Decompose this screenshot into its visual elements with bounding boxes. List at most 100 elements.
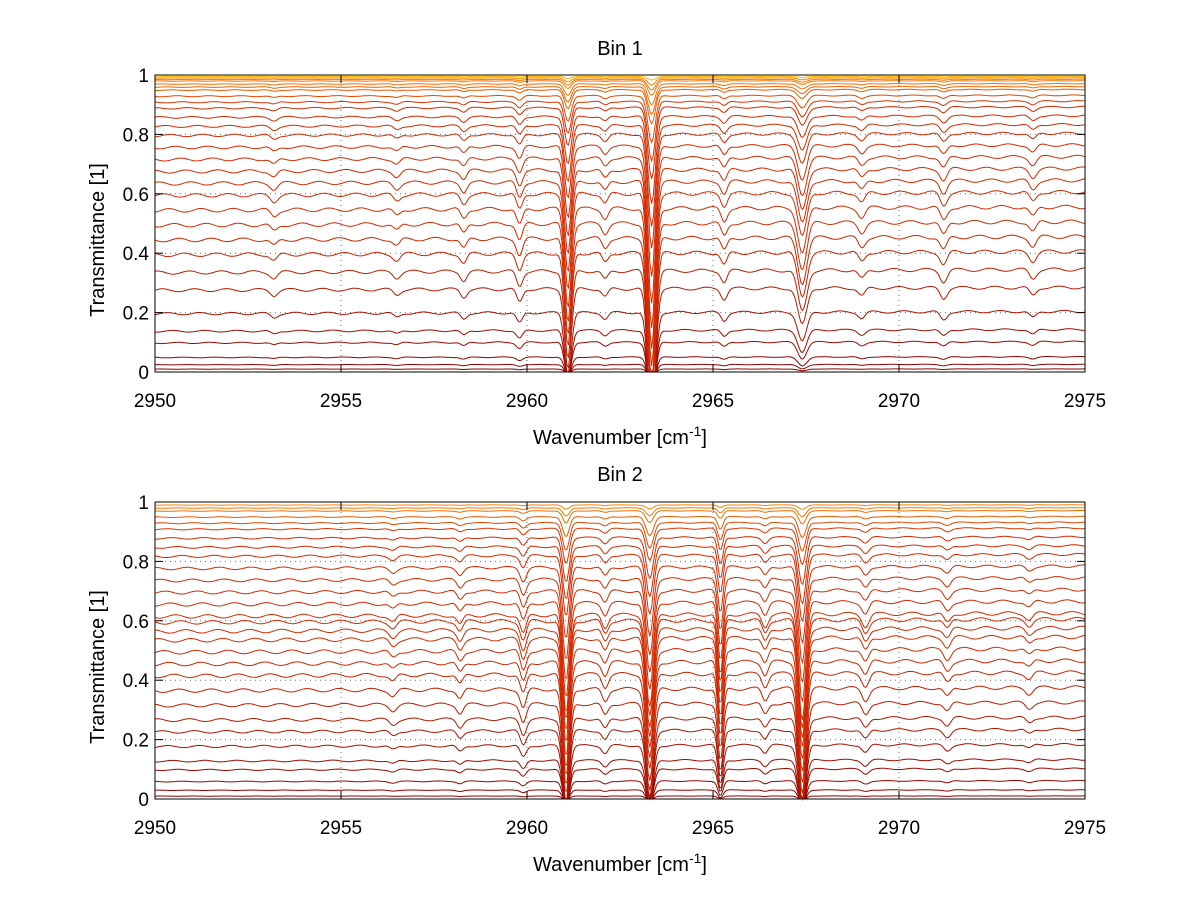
plot-area-frame — [154, 74, 1086, 373]
series-line — [154, 544, 1086, 605]
series-line — [155, 328, 1085, 373]
series-line — [154, 658, 1086, 772]
x-axis-label-main: Wavenumber [cm — [533, 854, 689, 876]
plot-area-frame — [154, 501, 1086, 800]
series-line — [154, 267, 1086, 373]
series-line — [154, 587, 1086, 683]
x-tick-label: 2950 — [134, 818, 176, 839]
series-line — [154, 219, 1086, 373]
series-line — [154, 515, 1085, 539]
series-line — [154, 82, 1086, 106]
series-line — [155, 105, 1085, 179]
series-line — [155, 368, 1085, 373]
series-line — [154, 685, 1086, 794]
y-tick-label: 0.6 — [123, 185, 149, 206]
y-tick-label: 0.8 — [123, 552, 149, 573]
series-line — [155, 758, 1086, 800]
x-tick-label: 2975 — [1064, 818, 1106, 839]
y-tick-label: 0 — [138, 363, 149, 384]
x-tick-label: 2970 — [878, 818, 920, 839]
series-line — [155, 504, 1085, 510]
x-tick-label: 2975 — [1064, 391, 1106, 412]
series-line — [154, 190, 1086, 366]
y-axis-ticks: 0 0.2 0.4 0.6 0.8 1 — [123, 66, 1085, 384]
x-axis-label: Wavenumber [cm-1] — [533, 850, 707, 876]
series-line — [154, 234, 1086, 373]
series-line — [154, 309, 1086, 373]
series-line — [154, 204, 1086, 374]
series-line — [154, 552, 1086, 623]
x-tick-label: 2950 — [134, 391, 176, 412]
series-line — [155, 88, 1085, 125]
y-tick-label: 0.2 — [123, 731, 149, 752]
x-axis-label-superscript: -1 — [689, 423, 702, 439]
series-line — [155, 789, 1085, 800]
series-line — [154, 285, 1086, 373]
series-line — [154, 727, 1086, 801]
series-line — [154, 77, 1085, 86]
x-tick-label: 2965 — [692, 391, 734, 412]
chart-title: Bin 2 — [597, 464, 643, 486]
x-tick-label: 2960 — [506, 818, 548, 839]
series-line — [154, 611, 1086, 720]
y-tick-label: 0.4 — [123, 671, 150, 692]
y-tick-label: 1 — [138, 493, 149, 514]
series-line — [154, 564, 1085, 645]
chart-title: Bin 1 — [597, 38, 643, 60]
x-tick-label: 2960 — [506, 391, 548, 412]
series-line — [155, 80, 1085, 96]
series-line — [155, 78, 1085, 91]
series-line — [154, 646, 1086, 759]
y-tick-label: 0.2 — [123, 304, 149, 325]
x-axis-label-superscript: -1 — [689, 850, 702, 866]
series-lines — [154, 74, 1086, 374]
series-line — [154, 625, 1086, 738]
y-tick-label: 0 — [138, 790, 149, 811]
series-line — [155, 363, 1085, 373]
series-line — [154, 178, 1086, 349]
series-line — [154, 670, 1086, 783]
series-line — [154, 131, 1086, 249]
series-line — [154, 94, 1086, 144]
x-tick-label: 2970 — [878, 391, 920, 412]
series-line — [154, 599, 1086, 702]
series-line — [155, 85, 1086, 116]
series-line — [155, 507, 1086, 518]
series-line — [154, 143, 1086, 277]
chart-bin-2: Bin 2 2950 2955 2960 2965 2970 2975 0 0.2 0.4 0.… — [87, 464, 1106, 876]
y-axis-ticks: 0 0.2 0.4 0.6 0.8 1 — [123, 493, 1085, 811]
y-tick-label: 1 — [138, 66, 149, 87]
series-line — [154, 715, 1086, 800]
series-line — [155, 795, 1085, 800]
x-axis-label-end: ] — [701, 854, 707, 876]
series-line — [154, 527, 1086, 566]
series-line — [154, 616, 1086, 728]
series-line — [154, 779, 1086, 800]
x-axis-ticks: 2950 2955 2960 2965 2970 2975 — [134, 75, 1106, 412]
series-line — [154, 166, 1086, 328]
y-axis-label: Transmittance [1] — [87, 590, 109, 744]
series-line — [155, 75, 1085, 81]
x-tick-label: 2955 — [320, 818, 362, 839]
x-tick-label: 2965 — [692, 818, 734, 839]
series-line — [154, 122, 1086, 227]
series-line — [154, 767, 1086, 800]
y-tick-label: 0.6 — [123, 612, 149, 633]
series-line — [154, 154, 1086, 304]
x-axis-label-end: ] — [701, 427, 707, 449]
grid — [155, 75, 1085, 372]
series-line — [155, 535, 1085, 586]
series-line — [154, 634, 1086, 747]
series-line — [154, 521, 1086, 552]
y-tick-label: 0.8 — [123, 125, 149, 146]
y-tick-label: 0.4 — [123, 244, 150, 265]
series-line — [154, 576, 1086, 665]
chart-bin-1: Bin 1 2950 2955 2960 2965 2970 2975 0 0.2 0.4 0.… — [87, 38, 1106, 449]
x-tick-label: 2955 — [320, 391, 362, 412]
series-line — [155, 510, 1086, 525]
series-line — [155, 355, 1086, 373]
series-line — [154, 100, 1086, 163]
series-line — [154, 249, 1086, 373]
series-line — [154, 114, 1086, 204]
series-line — [154, 340, 1086, 373]
